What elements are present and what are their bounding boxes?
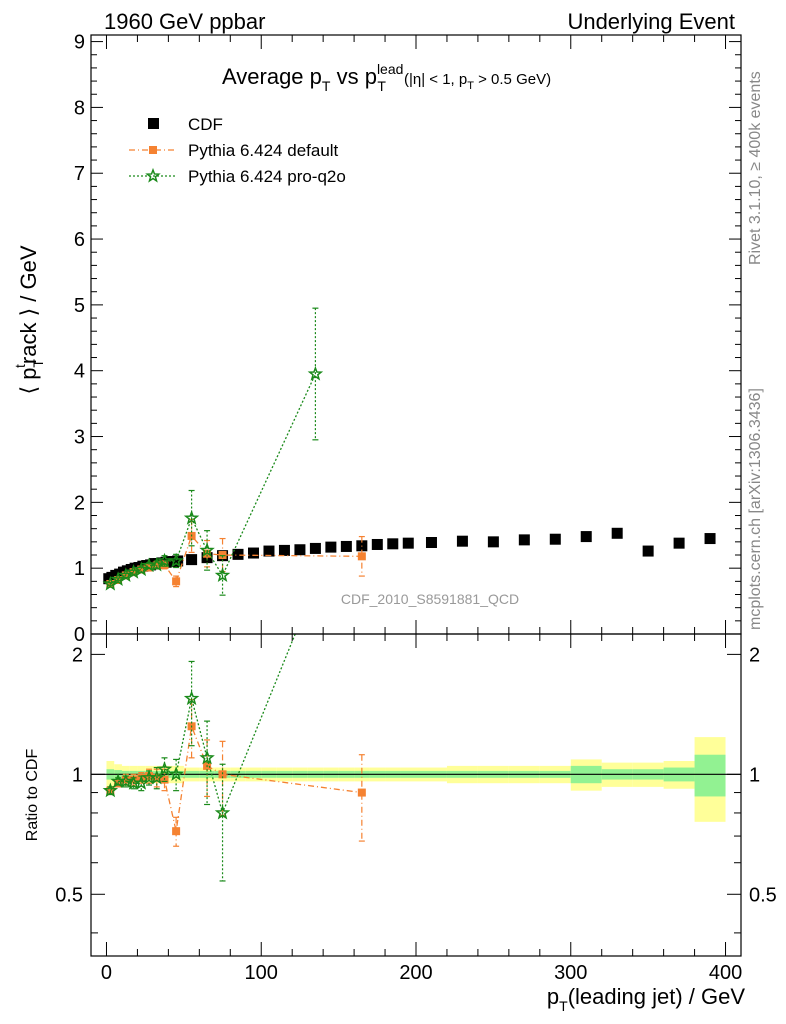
cdf-data-point xyxy=(340,540,352,552)
main-y-tick-label: 7 xyxy=(74,163,85,185)
cdf-data-point xyxy=(309,542,321,554)
side-label-rivet: Rivet 3.1.10, ≥ 400k events xyxy=(747,71,764,265)
x-tick-label: 100 xyxy=(245,962,278,984)
legend-label: Pythia 6.424 pro-q2o xyxy=(188,167,346,186)
cdf-data-point xyxy=(186,554,198,566)
cdf-data-point xyxy=(518,534,530,546)
chart-title: Average pT vs plead T (|η| < 1, pT > 0.5 G… xyxy=(222,61,551,94)
cdf-data-point xyxy=(456,535,468,547)
main-y-tick-label: 5 xyxy=(74,295,85,317)
main-y-tick-label: 4 xyxy=(74,361,85,383)
pythia-proq2o-point xyxy=(183,510,200,525)
ratio-y-axis-label: Ratio to CDF xyxy=(24,749,41,842)
legend: CDF Pythia 6.424 default Pythia 6.424 pro-… xyxy=(129,115,346,186)
main-y-tick-label: 2 xyxy=(74,492,85,514)
ratio-y-tick-label-right: 2 xyxy=(749,644,760,666)
ratio-pythia-default-point xyxy=(121,775,130,784)
cdf-data-point xyxy=(611,527,623,539)
ratio-bands xyxy=(91,737,741,822)
analysis-watermark: CDF_2010_S8591881_QCD xyxy=(341,591,519,607)
ratio-pythia-proq2o-line xyxy=(109,634,296,815)
legend-marker-cdf xyxy=(148,118,159,129)
cdf-data-point xyxy=(232,548,244,560)
ratio-pythia-default-point xyxy=(106,786,115,795)
cdf-data-point xyxy=(325,541,337,553)
ratio-y-tick-label: 1 xyxy=(72,764,83,786)
main-y-tick-label: 3 xyxy=(74,427,85,449)
ratio-pythia-proq2o-point xyxy=(199,749,215,765)
pythia-default-point xyxy=(218,551,227,560)
ratio-pythia-proq2o-point xyxy=(168,766,184,781)
cdf-data-point xyxy=(487,536,499,548)
ratio-y-tick-label-right: 1 xyxy=(749,764,760,786)
pythia-proq2o-point xyxy=(214,567,231,583)
x-tick-label: 200 xyxy=(399,962,432,984)
main-y-tick-label: 9 xyxy=(74,32,85,54)
ratio-pythia-proq2o-point xyxy=(102,782,119,798)
cdf-data-point xyxy=(172,555,184,567)
ratio-pythia-proq2o-point xyxy=(118,773,134,788)
ratio-pythia-proq2o-point xyxy=(149,769,165,785)
x-axis-label: pT(leading jet) / GeV xyxy=(547,984,745,1014)
uncertainty-band-inner xyxy=(694,754,726,797)
ratio-y-tick-label: 2 xyxy=(72,644,83,666)
cdf-data-point xyxy=(278,544,290,556)
cdf-data-point xyxy=(704,533,716,545)
x-tick-label: 0 xyxy=(101,962,112,984)
legend-label: Pythia 6.424 default xyxy=(188,141,339,160)
ratio-frame xyxy=(90,633,742,957)
ratio-pythia-default-point xyxy=(218,770,227,779)
svg-text:⟨ pTtrack ⟩ / GeV: ⟨ pTtrack ⟩ / GeV xyxy=(12,245,46,394)
ratio-pythia-default-point xyxy=(172,827,181,836)
ratio-y-tick-label-right: 0.5 xyxy=(749,884,777,906)
pythia-default-point xyxy=(137,565,146,574)
pythia-default-point xyxy=(357,552,366,561)
pythia-default-point xyxy=(172,577,181,586)
ratio-pythia-proq2o-point xyxy=(156,761,173,776)
pythia-proq2o-point xyxy=(118,567,134,582)
cdf-data-point xyxy=(425,537,437,549)
ratio-pythia-proq2o-point xyxy=(183,690,200,706)
pythia-proq2o-point xyxy=(199,542,215,557)
main-y-tick-label: 1 xyxy=(74,558,85,580)
ratio-pythia-proq2o-point xyxy=(310,578,321,589)
ratio-axes: 0 100 200 300 400 0.5 0.5 1 1 2 2 xyxy=(55,633,777,984)
cdf-data-point xyxy=(263,545,275,557)
ratio-pythia-proq2o-point xyxy=(214,804,231,820)
ratio-plot-area xyxy=(102,578,366,882)
cdf-data-point xyxy=(673,537,685,549)
cdf-data-point xyxy=(371,538,383,550)
pythia-proq2o-point xyxy=(168,552,184,568)
svg-text:pT(leading jet) / GeV: pT(leading jet) / GeV xyxy=(547,984,745,1014)
header-right: Underlying Event xyxy=(567,9,735,34)
main-axes: 0 1 2 3 4 5 6 7 8 9 xyxy=(74,32,742,646)
header-left: 1960 GeV ppbar xyxy=(104,9,265,34)
legend-marker-pythia-proq2o xyxy=(145,167,161,183)
side-label-mcplots: mcplots.cern.ch [arXiv:1306.3436] xyxy=(747,388,764,630)
cdf-data-point xyxy=(387,538,399,550)
pythia-proq2o-point xyxy=(307,365,324,381)
main-y-tick-label: 6 xyxy=(74,229,85,251)
x-tick-label: 400 xyxy=(709,962,742,984)
cdf-data-point xyxy=(549,533,561,545)
cdf-data-point xyxy=(294,544,306,556)
main-y-tick-label: 0 xyxy=(74,624,85,646)
ratio-y-tick-label: 0.5 xyxy=(55,884,83,906)
main-y-tick-label: 8 xyxy=(74,97,85,119)
pythia-proq2o-point xyxy=(156,552,173,568)
main-y-axis-label: ⟨ pTtrack ⟩ / GeV xyxy=(12,245,46,394)
legend-marker-pythia-default xyxy=(149,146,157,154)
cdf-data-point xyxy=(580,531,592,543)
x-tick-label: 300 xyxy=(554,962,587,984)
cdf-data-point xyxy=(248,547,259,559)
ratio-pythia-default-point xyxy=(357,788,366,797)
cdf-data-point xyxy=(642,545,654,557)
cdf-data-point xyxy=(402,537,414,549)
legend-label: CDF xyxy=(188,115,223,134)
main-plot-area xyxy=(102,307,716,596)
